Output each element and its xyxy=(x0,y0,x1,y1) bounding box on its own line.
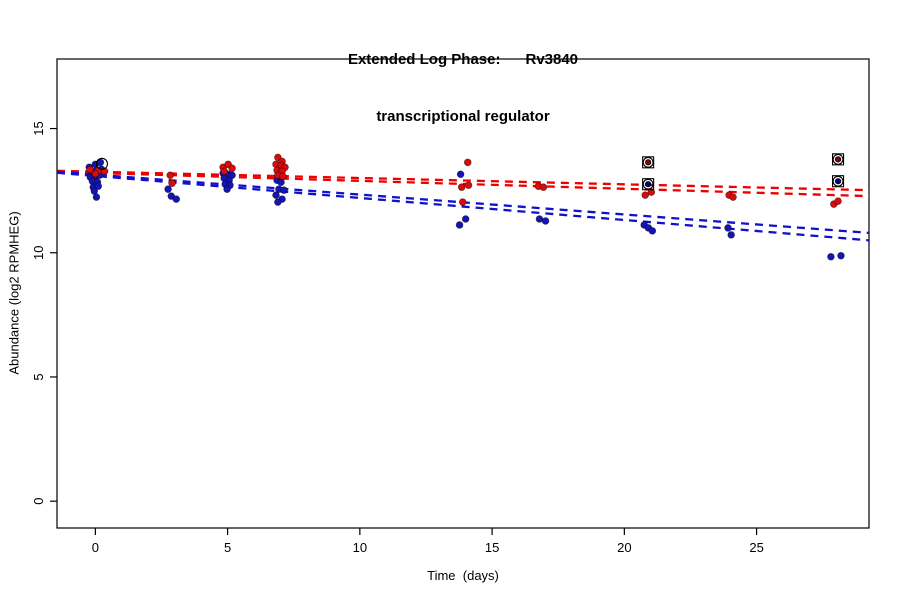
chart-title: Extended Log Phase: Rv3840 transcription… xyxy=(26,12,900,164)
chart-title-line2: transcriptional regulator xyxy=(376,108,550,125)
x-tick-label: 20 xyxy=(617,540,631,555)
data-point-blue xyxy=(94,182,103,190)
data-point-blue xyxy=(541,217,550,225)
y-tick-label: 5 xyxy=(31,373,46,380)
data-point-red xyxy=(729,193,737,201)
flagged-point-circle xyxy=(642,178,654,190)
flagged-point-dot xyxy=(645,159,652,166)
data-point-red xyxy=(457,183,466,191)
flagged-point-circle xyxy=(642,156,654,168)
data-point-red xyxy=(641,191,649,199)
data-point-blue xyxy=(724,224,732,232)
data-point-blue xyxy=(272,191,280,199)
data-point-red xyxy=(464,158,472,167)
data-point-red xyxy=(647,188,656,196)
flagged-point-square xyxy=(832,153,845,166)
data-point-blue xyxy=(456,170,465,179)
data-point-blue xyxy=(92,193,101,201)
plot-border xyxy=(56,58,870,529)
chart-title-line1: Extended Log Phase: Rv3840 xyxy=(347,51,579,68)
trend-line-red xyxy=(56,169,870,192)
data-point-blue xyxy=(461,215,470,223)
x-axis-label: Time (days) xyxy=(427,568,499,583)
flagged-point-square xyxy=(642,178,655,191)
data-point-blue xyxy=(455,221,464,229)
flagged-point-dot xyxy=(834,178,842,185)
y-tick-label: 10 xyxy=(31,246,46,260)
data-point-red xyxy=(834,197,842,205)
data-point-blue xyxy=(223,185,231,193)
trend-line-blue xyxy=(56,171,870,242)
flagged-point-square xyxy=(642,156,655,169)
data-point-blue xyxy=(727,231,735,239)
flagged-point-circle xyxy=(832,175,844,187)
data-point-blue xyxy=(837,251,845,260)
circled-point-marker xyxy=(95,157,109,170)
flagged-point-dot xyxy=(645,181,652,188)
data-point-blue xyxy=(648,227,657,235)
data-point-red xyxy=(279,172,287,181)
flagged-point-square xyxy=(832,175,845,188)
data-point-red xyxy=(220,167,228,176)
data-point-blue xyxy=(280,186,288,194)
data-point-red xyxy=(228,164,236,173)
y-axis-label: Abundance (log2 RPMHEG) xyxy=(6,211,22,375)
data-point-red xyxy=(464,181,473,189)
data-point-blue xyxy=(172,195,181,203)
flagged-point-dot xyxy=(834,156,842,163)
x-tick-label: 0 xyxy=(92,540,99,555)
data-point-red xyxy=(168,179,176,187)
flagged-point-circle xyxy=(832,153,844,165)
data-point-blue xyxy=(827,252,835,261)
data-point-red xyxy=(91,170,100,178)
x-tick-label: 5 xyxy=(224,540,231,555)
data-point-red xyxy=(166,171,174,180)
data-point-red xyxy=(86,165,94,174)
x-tick-label: 25 xyxy=(749,540,763,555)
data-point-red xyxy=(539,183,548,191)
data-point-blue xyxy=(164,185,172,193)
y-tick-label: 0 xyxy=(31,498,46,505)
y-tick-label: 15 xyxy=(31,121,46,135)
x-tick-label: 10 xyxy=(353,540,367,555)
data-point-blue xyxy=(274,198,282,206)
data-point-red xyxy=(458,198,467,206)
x-tick-label: 15 xyxy=(485,540,499,555)
